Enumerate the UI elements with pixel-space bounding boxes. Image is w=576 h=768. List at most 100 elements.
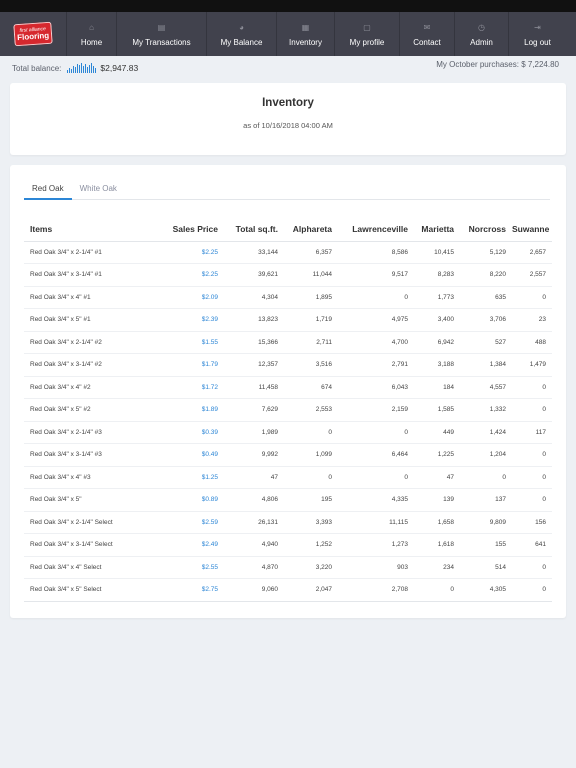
nav-my-transactions[interactable]: ▤ My Transactions [117, 12, 207, 56]
qty-lawrenceville: 6,043 [338, 376, 414, 399]
qty-suwanne: 23 [512, 308, 552, 332]
inventory-table: Items Sales Price Total sq.ft. Alphareta… [24, 217, 552, 602]
total-balance: Total balance: $2,947.83 [12, 63, 138, 73]
qty-lawrenceville: 903 [338, 556, 414, 579]
qty-alphareta: 0 [284, 466, 338, 489]
item-name: Red Oak 3/4" x 5" #1 [24, 308, 160, 332]
nav-my-profile-label: My profile [349, 37, 385, 47]
nav-log-out[interactable]: ⇥ Log out [509, 12, 566, 56]
qty-norcross: 0 [460, 466, 512, 489]
column-header[interactable]: Norcross [460, 217, 512, 242]
sales-price-link[interactable]: $1.25 [160, 466, 224, 489]
tab-red-oak[interactable]: Red Oak [24, 183, 72, 200]
clock-icon: ◷ [478, 22, 485, 32]
total-sqft: 12,357 [224, 353, 284, 377]
total-balance-label: Total balance: [12, 63, 62, 73]
inventory-header-card: Inventory as of 10/16/2018 04:00 AM [10, 83, 566, 155]
tab-white-oak[interactable]: White Oak [79, 184, 117, 193]
table-row: Red Oak 3/4" x 2-1/4" #2 $1.55 15,366 2,711… [24, 331, 552, 354]
total-sqft: 4,870 [224, 556, 284, 579]
sales-price-link[interactable]: $0.39 [160, 421, 224, 444]
qty-suwanne: 156 [512, 511, 552, 534]
qty-alphareta: 2,553 [284, 398, 338, 422]
nav-home-label: Home [80, 37, 103, 47]
total-sqft: 4,940 [224, 533, 284, 557]
item-name: Red Oak 3/4" x 3-1/4" #3 [24, 443, 160, 467]
nav-home[interactable]: ⌂ Home [67, 12, 117, 56]
qty-suwanne: 2,557 [512, 263, 552, 287]
column-header[interactable]: Alphareta [284, 217, 338, 242]
qty-norcross: 9,809 [460, 511, 512, 534]
qty-marietta: 449 [414, 421, 460, 444]
sales-price-link[interactable]: $2.25 [160, 263, 224, 287]
qty-marietta: 0 [414, 578, 460, 602]
item-name: Red Oak 3/4" x 5" Select [24, 578, 160, 602]
balance-row: Total balance: $2,947.83 My October purc… [0, 60, 576, 76]
total-sqft: 4,806 [224, 488, 284, 512]
column-header[interactable]: Marietta [414, 217, 460, 242]
qty-norcross: 1,384 [460, 353, 512, 377]
sales-price-link[interactable]: $1.72 [160, 376, 224, 399]
sales-price-link[interactable]: $2.59 [160, 511, 224, 534]
species-tabs: Red Oak White Oak [24, 183, 550, 200]
qty-suwanne: 0 [512, 443, 552, 467]
profile-icon: ▢ [363, 22, 371, 32]
total-sqft: 39,621 [224, 263, 284, 287]
sales-price-link[interactable]: $1.79 [160, 353, 224, 377]
october-purchases: My October purchases: $ 7,224.80 [436, 60, 559, 69]
qty-marietta: 234 [414, 556, 460, 579]
table-row: Red Oak 3/4" x 5" #1 $2.39 13,823 1,719 4,97… [24, 308, 552, 332]
table-row: Red Oak 3/4" x 3-1/4" #1 $2.25 39,621 11,04… [24, 263, 552, 287]
inventory-table-body: Red Oak 3/4" x 2-1/4" #1 $2.25 33,144 6,357… [24, 241, 552, 602]
qty-norcross: 527 [460, 331, 512, 354]
column-header[interactable]: Items [24, 217, 160, 242]
qty-alphareta: 3,516 [284, 353, 338, 377]
nav-inventory[interactable]: ▦ Inventory [277, 12, 335, 56]
qty-marietta: 1,618 [414, 533, 460, 557]
logout-icon: ⇥ [534, 22, 541, 32]
sales-price-link[interactable]: $2.39 [160, 308, 224, 332]
nav-contact[interactable]: ✉ Contact [400, 12, 455, 56]
qty-marietta: 3,188 [414, 353, 460, 377]
nav-my-profile[interactable]: ▢ My profile [335, 12, 400, 56]
table-row: Red Oak 3/4" x 4" Select $2.55 4,870 3,220 9… [24, 556, 552, 579]
qty-lawrenceville: 9,517 [338, 263, 414, 287]
qty-suwanne: 0 [512, 578, 552, 602]
pie-chart-icon: ◕ [239, 22, 244, 32]
nav-my-balance[interactable]: ◕ My Balance [207, 12, 277, 56]
column-header[interactable]: Suwanne [512, 217, 552, 242]
column-header[interactable]: Lawrenceville [338, 217, 414, 242]
status-bar [0, 0, 576, 12]
item-name: Red Oak 3/4" x 4" Select [24, 556, 160, 579]
sales-price-link[interactable]: $2.25 [160, 241, 224, 264]
qty-alphareta: 6,357 [284, 241, 338, 264]
nav-inventory-label: Inventory [289, 37, 322, 47]
sales-price-link[interactable]: $1.55 [160, 331, 224, 354]
column-header[interactable]: Total sq.ft. [224, 217, 284, 242]
nav-log-out-label: Log out [524, 37, 551, 47]
item-name: Red Oak 3/4" x 4" #2 [24, 376, 160, 399]
qty-suwanne: 0 [512, 466, 552, 489]
sales-price-link[interactable]: $2.75 [160, 578, 224, 602]
sales-price-link[interactable]: $0.49 [160, 443, 224, 467]
table-row: Red Oak 3/4" x 2-1/4" Select $2.59 26,131 3… [24, 511, 552, 534]
qty-norcross: 8,220 [460, 263, 512, 287]
qty-norcross: 155 [460, 533, 512, 557]
sales-price-link[interactable]: $1.89 [160, 398, 224, 422]
qty-alphareta: 1,895 [284, 286, 338, 309]
column-header[interactable]: Sales Price [160, 217, 224, 242]
sales-price-link[interactable]: $2.49 [160, 533, 224, 557]
qty-norcross: 4,305 [460, 578, 512, 602]
total-balance-value: $2,947.83 [100, 63, 139, 73]
total-sqft: 13,823 [224, 308, 284, 332]
box-icon: ▤ [157, 22, 166, 32]
sales-price-link[interactable]: $0.89 [160, 488, 224, 512]
qty-lawrenceville: 6,464 [338, 443, 414, 467]
qty-alphareta: 2,711 [284, 331, 338, 354]
qty-alphareta: 674 [284, 376, 338, 399]
sales-price-link[interactable]: $2.55 [160, 556, 224, 579]
sales-price-link[interactable]: $2.09 [160, 286, 224, 309]
nav-admin[interactable]: ◷ Admin [455, 12, 509, 56]
qty-alphareta: 0 [284, 421, 338, 444]
brand-logo[interactable]: first alliance Flooring [0, 12, 67, 56]
